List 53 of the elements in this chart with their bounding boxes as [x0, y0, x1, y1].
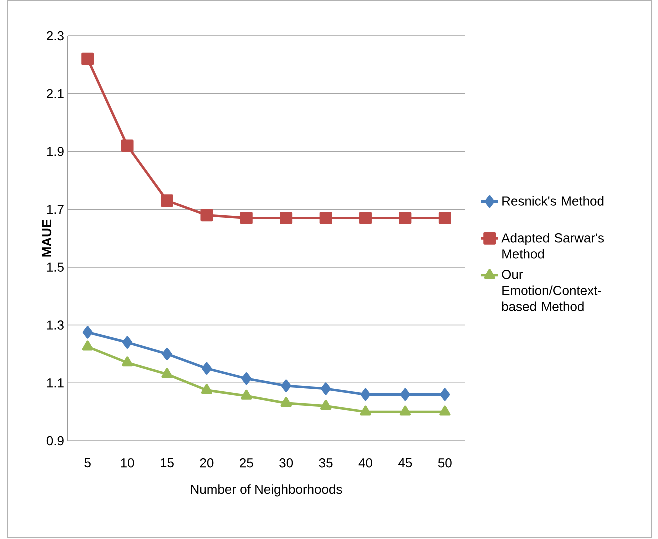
point	[321, 382, 332, 396]
x-tick-label: 50	[438, 458, 452, 468]
point	[241, 390, 252, 400]
point	[360, 406, 372, 416]
y-tick-label: 0.9	[46, 436, 64, 446]
legend-label: Adapted Sarwar's Method	[502, 233, 604, 259]
point	[82, 326, 93, 339]
point	[201, 384, 213, 394]
x-tick-label: 30	[280, 458, 294, 468]
point	[161, 194, 174, 208]
point	[242, 372, 252, 386]
point	[122, 336, 133, 349]
legend-label: Our Emotion/Context-based Method	[502, 270, 602, 312]
point	[400, 388, 410, 401]
x-tick-label: 20	[200, 458, 214, 468]
point	[122, 356, 134, 367]
point	[399, 212, 412, 224]
y-tick-label: 2.3	[47, 31, 64, 41]
point	[320, 400, 332, 410]
point	[360, 388, 371, 401]
x-tick-label: 10	[121, 458, 134, 468]
point	[162, 348, 172, 360]
x-tick-label: 40	[358, 458, 372, 468]
point	[440, 406, 451, 416]
y-tick-label: 1.9	[47, 147, 64, 156]
y-tick-label: 1.1	[47, 378, 64, 388]
point	[82, 340, 94, 351]
point	[281, 380, 292, 392]
point	[121, 140, 134, 152]
x-axis-title: Number of Neighborhoods	[191, 484, 342, 497]
x-tick-label: 25	[240, 458, 254, 468]
y-axis-title: MAUE	[42, 220, 52, 257]
point	[400, 406, 412, 416]
point	[438, 212, 452, 224]
legend-label: Resnick's Method	[502, 196, 604, 206]
point	[202, 362, 212, 375]
x-tick-label: 45	[398, 458, 412, 468]
x-tick-label: 5	[84, 458, 91, 468]
y-tick-label: 1.3	[47, 320, 64, 330]
y-tick-label: 1.5	[47, 262, 64, 272]
point	[82, 52, 94, 66]
point	[360, 212, 372, 224]
x-tick-label: 35	[319, 458, 333, 468]
x-tick-label: 15	[161, 458, 174, 468]
point	[320, 212, 332, 224]
point	[280, 397, 292, 408]
point	[162, 368, 173, 378]
point	[440, 388, 450, 401]
y-tick-label: 1.7	[47, 205, 64, 214]
point	[200, 209, 214, 222]
y-tick-label: 2.1	[47, 89, 64, 98]
point	[240, 212, 253, 224]
point	[280, 212, 293, 224]
